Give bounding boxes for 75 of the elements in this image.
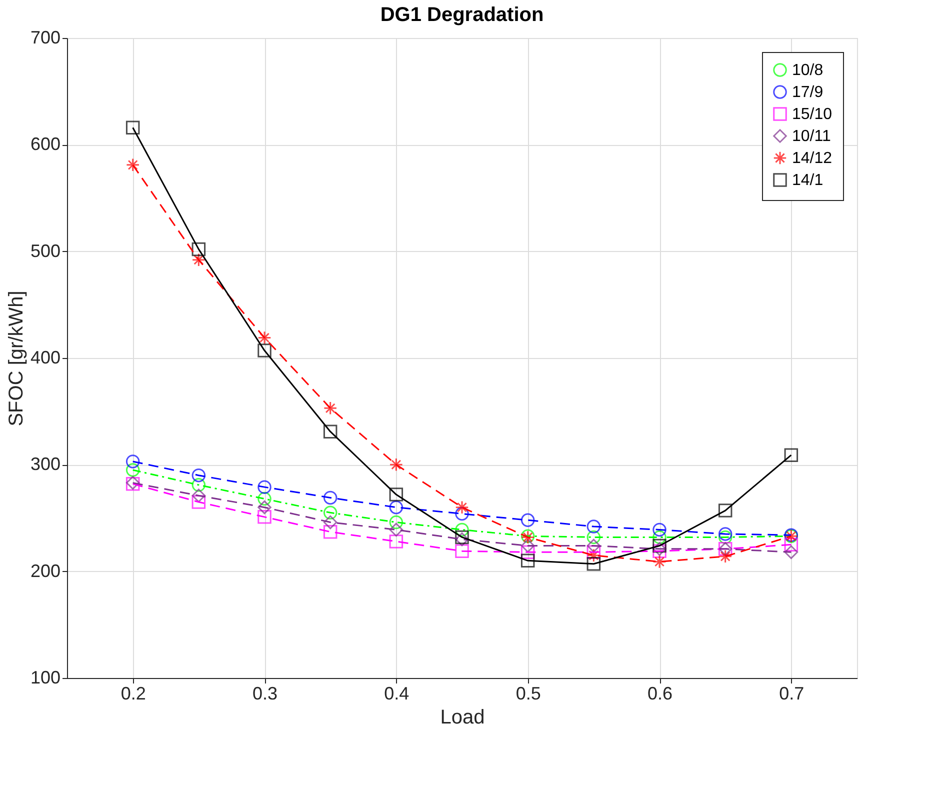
y-tick-label: 600 <box>30 134 60 154</box>
point <box>389 458 404 472</box>
point <box>323 424 338 438</box>
point <box>455 500 469 514</box>
point <box>455 544 469 558</box>
point <box>455 522 469 537</box>
point <box>718 550 732 564</box>
point <box>520 545 535 560</box>
x-tick-label: 0.6 <box>647 684 673 704</box>
point <box>520 554 535 568</box>
x-tick-label: 0.5 <box>516 684 541 704</box>
point <box>586 520 601 534</box>
y-tick-label: 100 <box>30 668 60 688</box>
point <box>586 556 601 571</box>
point <box>258 510 272 524</box>
y-axis-title: SFOC [gr/kWh] <box>5 290 28 426</box>
x-tick-label: 0.7 <box>779 684 804 704</box>
point <box>389 515 404 530</box>
point <box>258 500 272 514</box>
point <box>652 522 666 537</box>
point <box>586 545 601 560</box>
point <box>389 534 404 548</box>
point <box>323 506 338 520</box>
y-tick-label: 400 <box>30 348 60 368</box>
point <box>323 515 338 530</box>
point <box>718 504 732 518</box>
point <box>323 490 338 505</box>
point <box>586 530 601 544</box>
y-tick-label: 500 <box>30 240 60 261</box>
x-tick-label: 0.4 <box>384 684 410 704</box>
point <box>784 545 798 560</box>
x-axis-title: Load <box>440 706 485 728</box>
legend-label: 14/12 <box>792 150 832 167</box>
point <box>126 120 140 134</box>
point <box>192 478 206 492</box>
point <box>718 527 732 541</box>
x-tick-label: 0.3 <box>252 684 278 704</box>
point <box>520 513 535 527</box>
point <box>586 538 601 553</box>
point <box>126 454 140 468</box>
point <box>192 468 206 482</box>
point <box>389 522 404 537</box>
legend-label: 15/10 <box>792 106 832 123</box>
y-tick-label: 300 <box>30 454 60 474</box>
point <box>586 548 601 562</box>
point <box>784 448 798 462</box>
point <box>258 344 272 358</box>
point <box>192 242 206 256</box>
point <box>192 495 206 509</box>
x-tick-label: 0.2 <box>120 684 146 704</box>
y-tick-label: 200 <box>30 560 60 581</box>
point <box>455 506 469 521</box>
point <box>258 330 272 345</box>
point <box>389 500 404 514</box>
legend-label: 10/11 <box>792 128 831 145</box>
point <box>323 401 338 416</box>
legend-label: 14/1 <box>792 172 824 189</box>
point <box>718 530 732 544</box>
point <box>192 252 206 267</box>
point <box>323 524 338 539</box>
point <box>652 530 666 544</box>
point <box>520 538 535 553</box>
point <box>126 158 140 172</box>
point <box>784 538 798 552</box>
chart-title: DG1 Degradation <box>380 4 544 26</box>
point <box>192 488 206 502</box>
point <box>652 554 666 569</box>
point <box>652 538 666 553</box>
point <box>258 492 272 506</box>
point <box>258 480 272 494</box>
point <box>389 488 404 502</box>
y-tick-label: 700 <box>30 28 60 48</box>
legend-label: 10/8 <box>792 62 824 79</box>
point <box>126 463 140 477</box>
legend-label: 17/9 <box>792 84 824 101</box>
